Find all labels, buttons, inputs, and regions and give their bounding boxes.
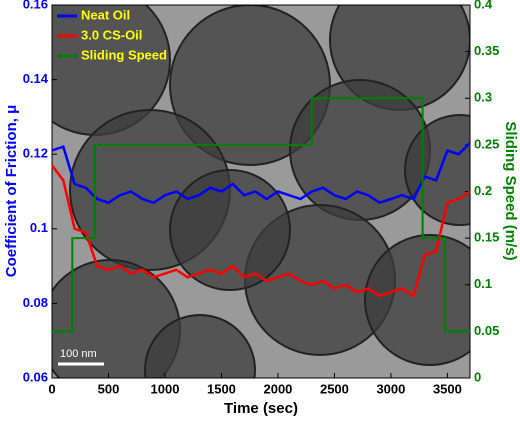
x-tick-label: 3500 [433,381,462,396]
y2-axis-label: Sliding Speed (m/s) [502,121,519,260]
scale-label: 100 nm [60,348,97,360]
x-tick-label: 500 [98,381,120,396]
y2-tick-label: 0.15 [474,230,499,245]
y2-tick-label: 0.35 [474,43,499,58]
series-line [52,142,470,205]
y-tick-label: 0.1 [30,220,48,235]
y-tick-label: 0.08 [23,295,48,310]
x-tick-label: 3000 [376,381,405,396]
y2-tick-label: 0 [474,369,481,384]
legend-label: Sliding Speed [81,47,167,62]
tem-background [52,5,470,378]
y2-tick-label: 0.2 [474,183,492,198]
y-tick-label: 0.14 [23,71,49,86]
series-line [52,164,470,298]
x-tick-label: 2000 [263,381,292,396]
y2-tick-label: 0.05 [474,323,499,338]
x-tick-label: 0 [48,381,55,396]
x-tick-label: 1500 [207,381,236,396]
y2-tick-label: 0.3 [474,90,492,105]
y2-tick-label: 0.4 [474,0,493,11]
legend-label: Neat Oil [81,7,130,22]
y-tick-label: 0.06 [23,369,48,384]
y-tick-label: 0.16 [23,0,48,11]
y-tick-label: 0.12 [23,146,48,161]
y-axis-label: Coefficient of Friction, μ [3,105,20,278]
y2-tick-label: 0.1 [474,276,492,291]
y2-tick-label: 0.25 [474,136,499,151]
x-axis-label: Time (sec) [224,400,298,417]
x-tick-label: 2500 [320,381,349,396]
legend-label: 3.0 CS-Oil [81,27,142,42]
x-tick-label: 1000 [151,381,180,396]
series-line [52,97,470,333]
